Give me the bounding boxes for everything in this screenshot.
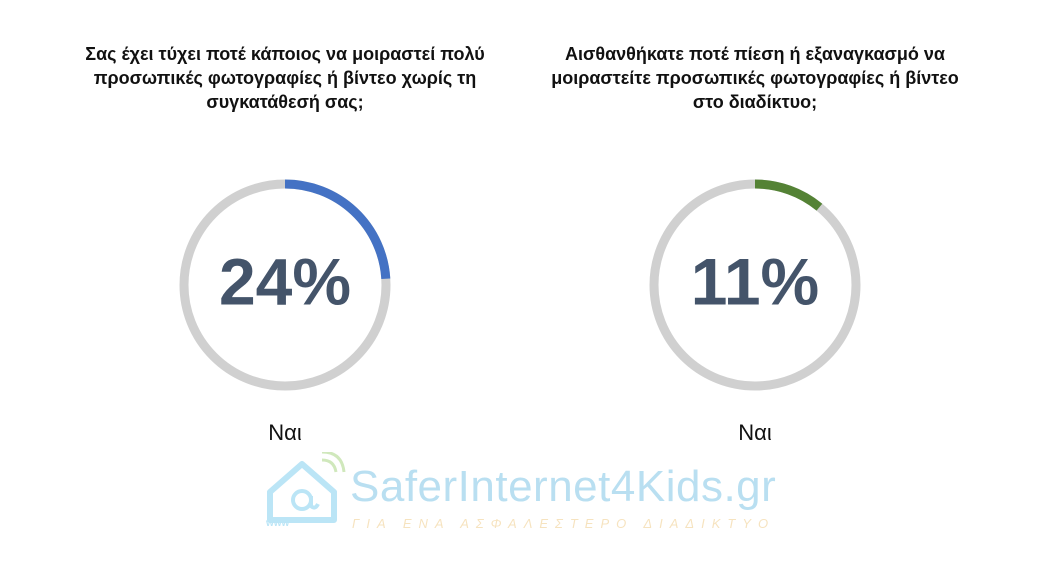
category-label: Ναι [268,420,302,445]
chart-title: Σας έχει τύχει ποτέ κάποιος να μοιραστεί… [85,44,485,112]
percentage-label: 24% [219,244,351,318]
house-at-icon [267,452,346,523]
watermark-tagline: ΓΙΑ ΕΝΑ ΑΣΦΑΛΕΣΤΕΡΟ ΔΙΑΔΙΚΤΥΟ [352,516,776,531]
donut-value-arc [649,179,861,391]
watermark-logo: www SaferInternet4Kids.gr ΓΙΑ ΕΝΑ ΑΣΦΑΛΕ… [262,452,782,536]
watermark-name: SaferInternet4Kids.gr [350,462,777,511]
donut-value-arc [179,179,391,391]
chart-title: Αισθανθήκατε ποτέ πίεση ή εξαναγκασμό να… [551,44,959,112]
percentage-label: 11% [691,244,819,318]
donut-svg: 24% [179,179,391,391]
donut-svg: 11% [649,179,861,391]
donut-chart: 11% [645,175,865,395]
donut-chart: 24% [175,175,395,395]
watermark-www: www [266,518,290,529]
category-label: Ναι [738,420,772,445]
